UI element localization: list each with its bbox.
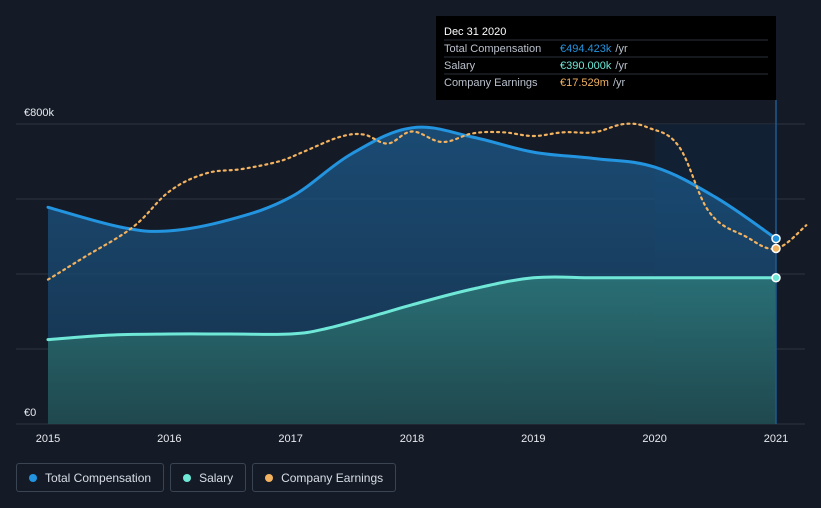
total-compensation-marker: [771, 233, 781, 244]
tooltip-row-unit: /yr: [613, 77, 626, 89]
tooltip-row-label: Company Earnings: [444, 77, 538, 89]
x-tick-label: 2018: [400, 433, 424, 445]
company-earnings-line: [46, 122, 808, 281]
tooltip-row-label: Salary: [444, 60, 476, 72]
salary-marker: [771, 273, 781, 283]
tooltip-row-unit: /yr: [615, 60, 628, 72]
legend-total-compensation-label: Total Compensation: [45, 470, 152, 485]
legend-total-compensation-dot: [29, 473, 37, 482]
legend-salary-dot: [183, 473, 192, 482]
legend-salary[interactable]: Salary: [170, 463, 247, 492]
x-tick-label: 2021: [764, 433, 788, 445]
salary-line: [46, 275, 778, 342]
x-tick-label: 2015: [36, 433, 60, 445]
tooltip-row-label: Total Compensation: [444, 43, 541, 55]
total-compensation-line: [46, 125, 778, 241]
tooltip-row-value: €494.423k: [560, 43, 612, 55]
company-earnings-marker: [771, 243, 781, 254]
tooltip-date: Dec 31 2020: [444, 26, 506, 38]
tooltip-row-value: €390.000k: [560, 60, 612, 72]
legend-total-compensation[interactable]: Total Compensation: [16, 463, 165, 492]
x-tick-label: 2017: [278, 433, 302, 445]
tooltip-row-unit: /yr: [615, 43, 628, 55]
legend-company-earnings-label: Company Earnings: [281, 470, 384, 485]
y-tick-label-max: €800k: [24, 107, 54, 119]
chart-legend: Total Compensation Salary Company Earnin…: [16, 463, 397, 492]
tooltip-box: [436, 16, 776, 100]
legend-company-earnings-dot: [265, 473, 274, 482]
tooltip-row-value: €17.529m: [560, 77, 609, 89]
y-tick-label-zero: €0: [24, 407, 36, 419]
x-tick-label: 2019: [521, 433, 545, 445]
salary-area: [48, 276, 776, 424]
x-tick-label: 2016: [157, 433, 181, 445]
legend-company-earnings[interactable]: Company Earnings: [252, 463, 397, 492]
x-tick-label: 2020: [642, 433, 666, 445]
legend-salary-label: Salary: [199, 470, 234, 485]
